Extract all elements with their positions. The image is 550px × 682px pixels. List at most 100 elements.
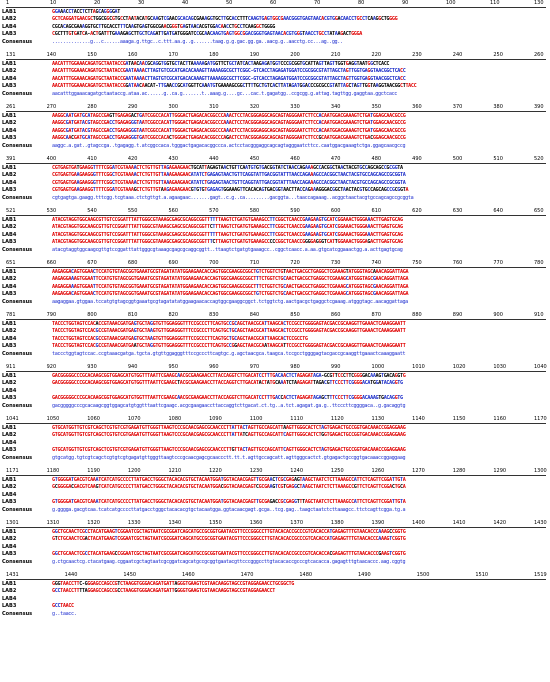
position-ruler: 781 790 800 810 820 830 840 850 860 870 880 890 900 9… (6, 312, 546, 320)
sequence-row: LAB2 GCCTAACCTTTTAGGAGCCAGCCGCCTAAGGTGGGA… (0, 588, 550, 595)
sequence-label: LAB3 (2, 239, 17, 246)
position-tick-label: 1470 (240, 572, 254, 578)
position-tick-label: 220 (371, 52, 382, 58)
position-tick-label: 260 (534, 52, 544, 58)
sequence-text: GCCTAACC (52, 603, 74, 610)
sequence-row: LAB1 ATACGTAGGTGGCAAGCGTTGTCCGGATTTATTGGG… (0, 217, 550, 224)
sequence-label: LAB3 (2, 551, 17, 558)
sequence-label: LAB1 (2, 9, 17, 15)
position-tick-label: 450 (249, 156, 260, 162)
position-tick-label: 1030 (493, 364, 507, 370)
sequence-row: LAB3 GTGCATGGTTGTCGTCAGCTCGTGTCGTGAGATGTT… (0, 447, 550, 454)
position-tick-label: 480 (371, 156, 382, 162)
sequence-row: LAB4 (0, 388, 550, 395)
sequence-label: LAB4 (2, 179, 17, 186)
sequence-label: LAB4 (2, 439, 17, 446)
sequence-label: LAB1 (2, 477, 17, 483)
position-tick-label: 30 (138, 0, 145, 6)
position-tick-label: 210 (330, 52, 341, 58)
position-tick-label: 1330 (127, 520, 141, 526)
position-ruler: 391 400 410 420 430 440 450 460 470 480 490 500 510 5… (6, 156, 546, 164)
position-tick-label: 800 (87, 312, 97, 318)
sequence-label: LAB3 (2, 603, 17, 610)
consensus-row: Consensus atacgtaggtggcaagcgttgtccggattta… (0, 247, 550, 254)
alignment-block: 1431 1440 1450 1460 1470 1480 1490 1500 1510 1519… (0, 572, 550, 624)
sequence-label: LAB4 (2, 231, 17, 238)
sequence-row: LAB3 GCCTAACC (0, 603, 550, 610)
consensus-row: Consensus g.ctgcaactcg.ctacatgaag.cggaatc… (0, 559, 550, 566)
sequence-text: GTGCATGGTTGTCGTCAGCTCGTGTCGTGAGATGTTGGGT… (52, 432, 406, 439)
position-tick-label: 1420 (493, 520, 507, 526)
sequence-label: Consensus (2, 38, 33, 45)
position-tick-label: 930 (87, 364, 97, 370)
sequence-label: LAB3 (2, 31, 17, 38)
position-tick-label: 660 (46, 260, 57, 266)
position-tick-label: 1290 (493, 468, 507, 474)
position-tick-label: 680 (127, 260, 138, 266)
position-tick-label: 330 (290, 104, 300, 110)
sequence-row: LAB3 ATACGTAGGTGGCAAGCGTTGTCCGGATTTATTGGG… (0, 239, 550, 246)
sequence-text: TACCCTGGTAGTCCACGCCGTAAACGATGAGTGCTAAGTG… (52, 328, 406, 335)
alignment-block: 911 920 930 940 950 960 970 980 990 1000 1010 1020 1… (0, 364, 550, 416)
sequence-row: LAB1 GGAAACCTACCTCTTAGCAGGGGAT (0, 9, 550, 16)
position-tick-label: 970 (249, 364, 260, 370)
position-tick-label: 760 (452, 260, 463, 266)
sequence-label: LAB3 (2, 499, 17, 506)
sequence-row: LAB1 GGCTGCAACTCGCCTACATGAAGTCGGAATCGCTAG… (0, 529, 550, 536)
sequence-text: GTGGGGATGACGTCAAATCATCATGCCCCTTATGACCTGG… (52, 499, 406, 506)
sequence-text: AAGAGGACAGTGGAACTCCATGTGTAGCGGTGAAATGCGT… (52, 269, 409, 275)
sequence-text: CGTGAGTGATGAAGGTTTTCGGATCGTAAAACTCTGTTGT… (52, 165, 403, 171)
position-tick-label: 730 (330, 260, 341, 266)
sequence-text: GCCTAACCTTTTAGGAGCCAGCCGCCTAAGGTGGGACAGA… (52, 588, 275, 595)
sequence-row: LAB2 TACCCTGGTAGTCCACGCCGTAAACGATGAGTGCTA… (0, 328, 550, 335)
position-ruler: 1 10 20 30 40 50 60 70 80 90 100 110 130 (6, 0, 546, 8)
position-tick-label: 1200 (127, 468, 141, 474)
position-tick-label: 40 (182, 0, 189, 6)
sequence-label: LAB3 (2, 187, 17, 194)
alignment-block: 261 270 280 290 300 310 320 330 340 350 360 370 380 3… (0, 104, 550, 156)
position-tick-label: 630 (452, 208, 463, 214)
sequence-text: AACATTTGGAAACAGATGCTAATACCGATAACAACGCAGG… (52, 61, 390, 67)
position-tick-label: 1320 (87, 520, 100, 526)
sequence-text: CGTGAGTGAAGAAGGTTTTCGGATCGTAAAGCTCTGTTGT… (52, 187, 409, 194)
sequence-label: LAB4 (2, 543, 17, 550)
sequence-label: LAB2 (2, 484, 17, 491)
position-tick-label: 1480 (299, 572, 313, 578)
sequence-label: LAB4 (2, 387, 17, 394)
sequence-text: AAGGCAACGATGCATAGCCGACCTGAGAGGGTGATCGGCC… (52, 135, 406, 142)
sequence-text: GCGGGGACGACGTCAAGTCATCATGCCCCTTATGACCTGG… (52, 484, 406, 491)
sequence-label: Consensus (2, 298, 33, 305)
sequence-label: LAB1 (2, 113, 17, 119)
sequence-text: CGTGAGTGAAGAAGGGTTTCGGCTCGTAAAACTCTGTTGT… (52, 172, 406, 179)
sequence-text: cgtgagtga.gaagg.tttcgg.tcgtaaa.ctctgttgt… (52, 194, 414, 201)
position-tick-label: 840 (249, 312, 260, 318)
sequence-row: LAB1 GTGCATGGTTGTCGTCAGCTCGTGTCGTGAGATGTT… (0, 425, 550, 432)
sequence-row: LAB2 ATACGTAGGTGGCAAGCGTTGTCCGGATTTATTGGG… (0, 224, 550, 231)
sequence-text: gacgggggcccgcacaagcggtggagcatgtggtttaatt… (52, 402, 406, 409)
position-tick-label: 1350 (209, 520, 222, 526)
sequence-text (52, 388, 550, 395)
alignment-block: 1 10 20 30 40 50 60 70 80 90 100 110 130 LAB1 GGAAACC… (0, 0, 550, 52)
position-tick-label: 590 (290, 208, 300, 214)
sequence-text (52, 440, 550, 447)
position-tick-label: 1040 (534, 364, 547, 370)
position-ruler: 651 660 670 680 690 700 710 720 730 740 750 760 770 7… (6, 260, 546, 268)
sequence-label: LAB4 (2, 595, 17, 602)
position-tick-label: 1170 (534, 416, 547, 422)
sequence-row: LAB1 GTGGGGATGACGTCAAATCATCATGCCCCTTATGAC… (0, 477, 550, 484)
position-tick-label: 1310 (46, 520, 60, 526)
position-tick-label: 340 (330, 104, 341, 110)
sequence-row: LAB3 CGTGAGTGAAGAAGGTTTTCGGATCGTAAAGCTCTG… (0, 187, 550, 194)
position-tick-label: 1160 (493, 416, 507, 422)
position-tick-label: 1060 (87, 416, 100, 422)
position-tick-label: 440 (209, 156, 219, 162)
ruler-line (6, 163, 546, 164)
position-tick-label: 1070 (127, 416, 141, 422)
position-tick-label: 130 (534, 0, 544, 6)
sequence-text: AAGGCGATGATACGTAGCCGACCTGAGAGGGTAATCGGCC… (52, 127, 406, 134)
sequence-text: AACATTTGGAAACAGATGCTAATACCGAATAAAACTTAGT… (52, 75, 406, 82)
position-ruler: 1431 1440 1450 1460 1470 1480 1490 1500 1510 1519 (6, 572, 547, 580)
sequence-text: g..taacc. (52, 610, 77, 617)
alignment-block: 521 530 540 550 560 570 580 590 600 610 620 630 640 6… (0, 208, 550, 260)
sequence-row: LAB1 TACCCTGGTAGTCCACACCGTAAACGATGAGTGCTA… (0, 321, 550, 328)
